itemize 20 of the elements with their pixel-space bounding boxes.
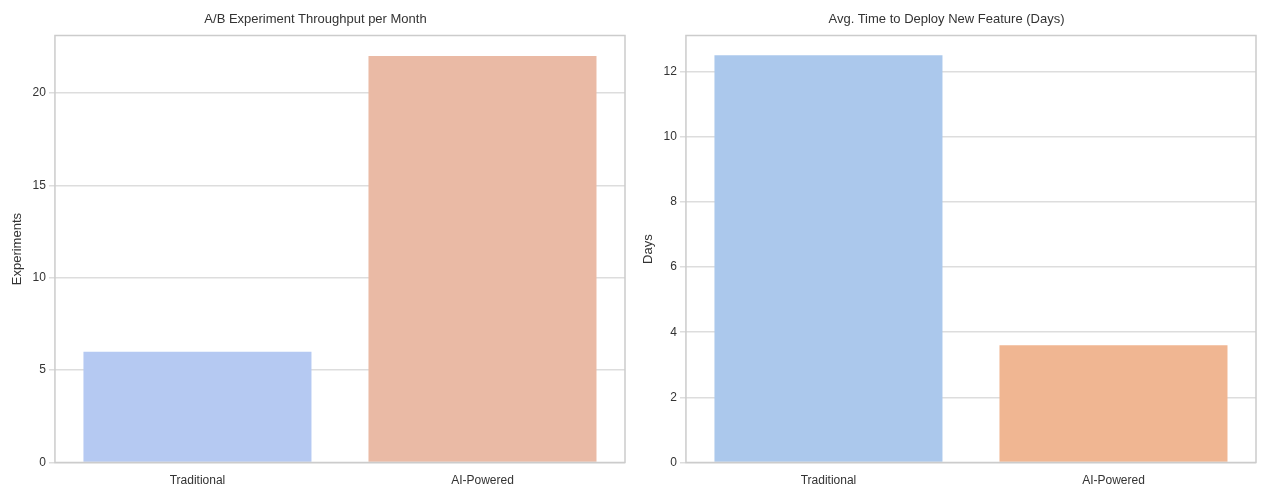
x-tick-label: AI-Powered — [451, 473, 514, 488]
y-axis-title: Days — [640, 233, 656, 264]
chart-title: A/B Experiment Throughput per Month — [204, 11, 427, 27]
y-tick-label: 0 — [670, 454, 678, 469]
y-tick-label: 20 — [32, 85, 47, 100]
y-tick-label: 12 — [663, 63, 678, 78]
y-tick-label: 0 — [39, 454, 47, 469]
y-tick-label: 15 — [32, 177, 47, 192]
x-tick-label: AI-Powered — [1082, 473, 1145, 488]
y-tick-label: 4 — [670, 324, 678, 339]
y-tick-label: 5 — [39, 362, 47, 377]
x-tick-label: Traditional — [800, 473, 857, 488]
y-tick-label: 10 — [32, 270, 47, 285]
x-tick-label: Traditional — [169, 473, 226, 488]
y-tick-label: 6 — [670, 259, 678, 274]
chart-title: Avg. Time to Deploy New Feature (Days) — [828, 11, 1065, 27]
y-axis-title: Experiments — [9, 212, 25, 286]
y-tick-label: 2 — [670, 389, 678, 404]
y-tick-label: 10 — [663, 128, 678, 143]
y-tick-label: 8 — [670, 194, 678, 209]
